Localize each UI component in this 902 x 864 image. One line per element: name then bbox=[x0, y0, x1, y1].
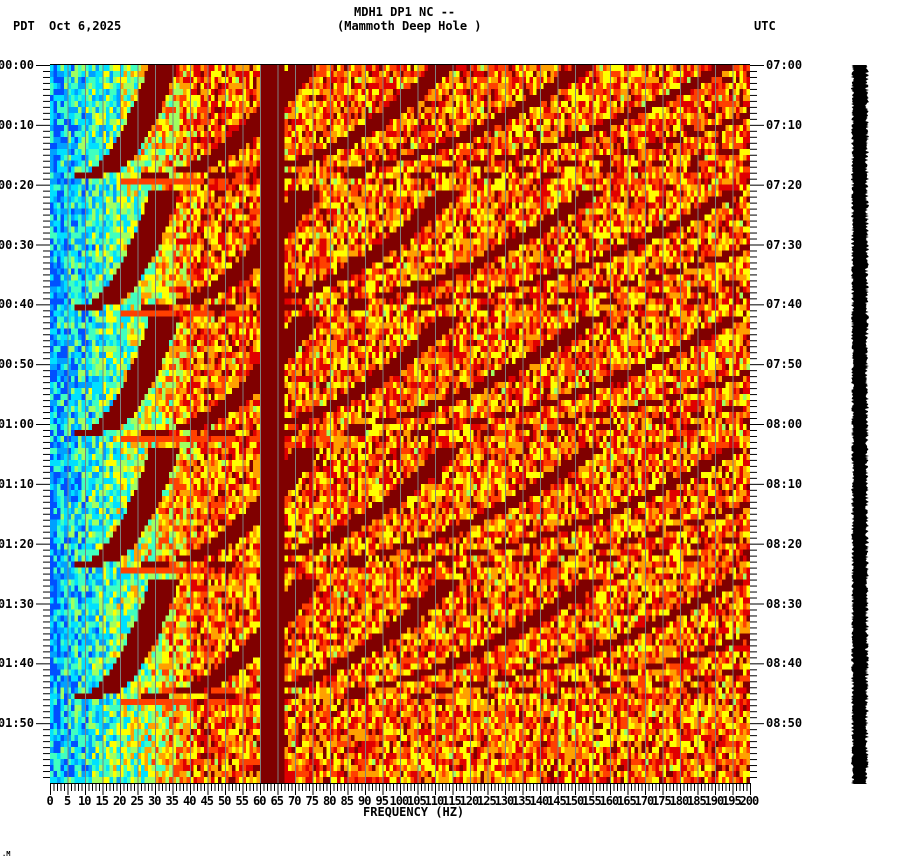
y-left-tick-label: 00:30 bbox=[0, 237, 34, 252]
x-tick-label: 170 bbox=[634, 794, 655, 808]
y-left-tick-label: 01:20 bbox=[0, 536, 34, 551]
x-tick-label: 105 bbox=[407, 794, 427, 808]
y-left-tick-label: 00:40 bbox=[0, 297, 34, 312]
y-left-tick-label: 00:50 bbox=[0, 357, 34, 372]
x-tick-label: 145 bbox=[547, 794, 567, 808]
x-tick-label: 130 bbox=[494, 794, 515, 808]
x-tick-label: 40 bbox=[183, 794, 196, 808]
x-tick-label: 30 bbox=[148, 794, 161, 808]
y-left-tick-label: 01:40 bbox=[0, 656, 34, 671]
x-axis-title: FREQUENCY (HZ) bbox=[363, 805, 465, 819]
y-right-tick-label: 07:50 bbox=[766, 357, 803, 372]
x-tick-label: 70 bbox=[288, 794, 301, 808]
y-left-tick-label: 00:20 bbox=[0, 177, 34, 192]
x-tick-label: 0 bbox=[46, 794, 54, 808]
right-timezone: UTC bbox=[754, 19, 776, 33]
x-tick-label: 5 bbox=[64, 794, 71, 808]
y-left-tick-label: 00:00 bbox=[0, 58, 34, 72]
y-right-tick-label: 08:40 bbox=[766, 656, 803, 671]
x-tick-label: 60 bbox=[253, 794, 266, 808]
date-label: Oct 6,2025 bbox=[49, 19, 122, 33]
y-right-tick-label: 08:30 bbox=[766, 596, 803, 611]
x-tick-label: 95 bbox=[375, 794, 389, 808]
location-subtitle: (Mammoth Deep Hole ) bbox=[337, 19, 482, 33]
x-tick-label: 65 bbox=[270, 794, 284, 808]
y-right-tick-label: 07:10 bbox=[766, 117, 803, 132]
x-tick-label: 150 bbox=[564, 794, 585, 808]
y-right-tick-label: 07:40 bbox=[766, 297, 803, 312]
x-tick-label: 50 bbox=[218, 794, 231, 808]
x-tick-label: 160 bbox=[599, 794, 620, 808]
x-tick-label: 25 bbox=[130, 794, 144, 808]
x-tick-label: 85 bbox=[340, 794, 354, 808]
y-right-tick-label: 07:30 bbox=[766, 237, 803, 252]
x-tick-label: 135 bbox=[512, 794, 532, 808]
left-timezone: PDT bbox=[13, 19, 35, 33]
y-right-tick-label: 07:20 bbox=[766, 177, 803, 192]
station-title: MDH1 DP1 NC -- bbox=[354, 5, 456, 19]
y-right-tick-label: 08:50 bbox=[766, 716, 803, 731]
y-right-tick-label: 08:10 bbox=[766, 476, 803, 491]
x-tick-label: 175 bbox=[652, 794, 672, 808]
x-tick-label: 10 bbox=[78, 794, 91, 808]
x-tick-label: 110 bbox=[424, 794, 445, 808]
seismogram-trace bbox=[851, 65, 869, 784]
y-left-tick-label: 01:10 bbox=[0, 476, 34, 491]
x-tick-label: 200 bbox=[739, 794, 760, 808]
x-tick-label: 180 bbox=[669, 794, 690, 808]
x-tick-label: 155 bbox=[582, 794, 602, 808]
x-tick-label: 190 bbox=[704, 794, 725, 808]
x-tick-label: 100 bbox=[389, 794, 410, 808]
x-tick-label: 165 bbox=[617, 794, 637, 808]
y-left-tick-label: 00:10 bbox=[0, 117, 34, 132]
x-tick-label: 15 bbox=[95, 794, 109, 808]
x-tick-label: 140 bbox=[529, 794, 550, 808]
x-tick-label: 115 bbox=[442, 794, 462, 808]
x-tick-label: 80 bbox=[323, 794, 336, 808]
x-tick-label: 20 bbox=[113, 794, 126, 808]
y-right-tick-label: 07:00 bbox=[766, 58, 803, 72]
x-tick-label: 185 bbox=[687, 794, 707, 808]
footer-mark: .M bbox=[2, 850, 11, 858]
x-tick-label: 55 bbox=[235, 794, 249, 808]
y-right-tick-label: 08:20 bbox=[766, 536, 803, 551]
y-left-tick-label: 01:00 bbox=[0, 417, 34, 431]
y-left-tick-label: 01:30 bbox=[0, 596, 34, 611]
x-tick-label: 195 bbox=[722, 794, 742, 808]
x-tick-label: 35 bbox=[165, 794, 179, 808]
y-left-tick-label: 01:50 bbox=[0, 716, 34, 731]
x-tick-label: 120 bbox=[459, 794, 480, 808]
x-tick-label: 75 bbox=[305, 794, 319, 808]
x-tick-label: 125 bbox=[477, 794, 497, 808]
x-tick-label: 90 bbox=[358, 794, 371, 808]
y-right-tick-label: 08:00 bbox=[766, 417, 803, 431]
x-tick-label: 45 bbox=[200, 794, 214, 808]
